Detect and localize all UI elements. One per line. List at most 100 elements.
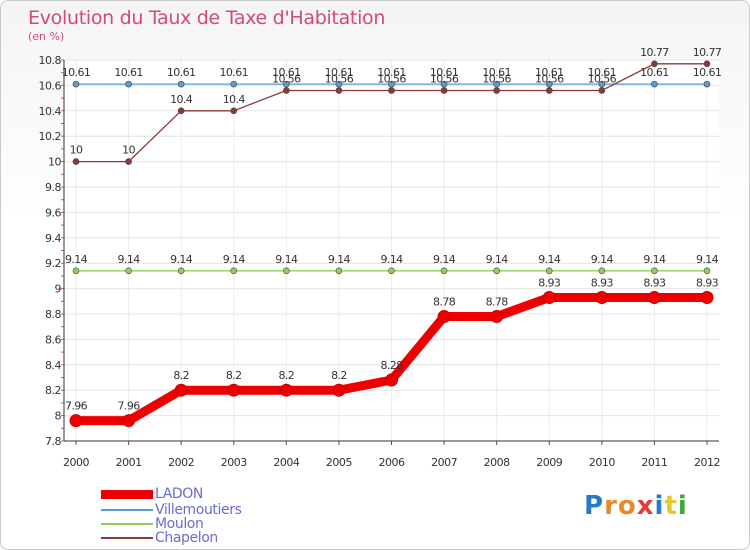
data-label-villemoutiers: 10.61 xyxy=(377,66,406,79)
data-point-ladon xyxy=(227,383,241,397)
y-tick-label: 10.4 xyxy=(39,105,62,118)
data-label-chapelon: 10.56 xyxy=(430,72,459,85)
y-tick-label: 8.2 xyxy=(45,384,61,397)
legend-item-moulon: Moulon xyxy=(101,516,204,532)
data-point-villemoutiers xyxy=(598,80,606,88)
data-label-chapelon: 10.4 xyxy=(223,93,246,106)
data-point-villemoutiers xyxy=(493,80,500,88)
data-point-villemoutiers xyxy=(545,80,553,88)
data-label-chapelon: 10.4 xyxy=(170,93,193,106)
y-tick-label: 8.6 xyxy=(45,333,61,346)
data-label-moulon: 9.14 xyxy=(65,253,88,266)
data-label-ladon: 8.2 xyxy=(226,369,242,382)
data-point-chapelon xyxy=(125,158,132,165)
data-point-chapelon xyxy=(230,107,238,115)
legend-swatch-villemoutiers xyxy=(101,509,153,511)
data-label-moulon: 9.14 xyxy=(433,253,456,266)
data-point-ladon xyxy=(69,414,83,428)
y-tick-label: 9.2 xyxy=(45,257,61,270)
data-label-ladon: 8.78 xyxy=(433,296,456,309)
logo-letter: x xyxy=(636,491,655,521)
data-label-ladon: 8.78 xyxy=(486,296,509,309)
data-label-chapelon: 10.56 xyxy=(272,72,301,85)
data-label-villemoutiers: 10.61 xyxy=(430,66,459,79)
y-tick-label: 8 xyxy=(55,410,62,423)
legend-label-chapelon: Chapelon xyxy=(155,530,218,546)
y-tick-label: 10.6 xyxy=(39,79,62,92)
data-label-moulon: 9.14 xyxy=(696,253,719,266)
data-label-ladon: 8.93 xyxy=(643,276,666,289)
data-point-villemoutiers xyxy=(440,80,448,88)
legend-item-chapelon: Chapelon xyxy=(101,530,218,546)
data-point-chapelon xyxy=(440,87,448,94)
data-label-chapelon: 10 xyxy=(70,144,83,157)
x-tick-label: 2001 xyxy=(116,456,142,469)
data-label-villemoutiers: 10.61 xyxy=(220,66,249,79)
y-tick-label: 9.8 xyxy=(45,181,61,194)
legend-item-villemoutiers: Villemoutiers xyxy=(101,502,242,518)
data-point-ladon xyxy=(332,383,346,397)
data-point-moulon xyxy=(388,267,395,275)
data-label-villemoutiers: 10.61 xyxy=(640,66,669,79)
y-axis-unit: (en %) xyxy=(28,30,65,43)
data-point-chapelon xyxy=(388,87,395,94)
data-label-moulon: 9.14 xyxy=(275,253,298,266)
data-label-chapelon: 10.77 xyxy=(693,46,722,59)
data-label-chapelon: 10.77 xyxy=(640,46,669,59)
data-point-ladon xyxy=(542,290,556,304)
data-point-ladon xyxy=(174,383,188,397)
legend-swatch-moulon xyxy=(101,523,153,525)
data-label-moulon: 9.14 xyxy=(538,253,561,266)
data-point-chapelon xyxy=(545,87,553,94)
data-label-villemoutiers: 10.61 xyxy=(693,66,722,79)
data-label-chapelon: 10 xyxy=(122,144,135,157)
data-point-ladon xyxy=(279,383,293,397)
legend-swatch-chapelon xyxy=(101,537,153,539)
data-label-moulon: 9.14 xyxy=(223,253,246,266)
data-label-ladon: 8.93 xyxy=(538,276,561,289)
legend-label-villemoutiers: Villemoutiers xyxy=(155,502,242,518)
data-point-moulon xyxy=(493,267,500,275)
y-tick-label: 10.8 xyxy=(39,54,62,67)
data-point-moulon xyxy=(125,267,132,275)
data-label-moulon: 9.14 xyxy=(591,253,614,266)
data-label-chapelon: 10.56 xyxy=(535,72,564,85)
data-label-ladon: 7.96 xyxy=(118,400,141,413)
data-label-villemoutiers: 10.61 xyxy=(114,66,143,79)
data-point-chapelon xyxy=(72,158,80,165)
proxiti-logo: Proxiti xyxy=(584,491,688,521)
data-point-ladon xyxy=(122,414,136,428)
data-point-moulon xyxy=(72,267,80,275)
data-label-chapelon: 10.56 xyxy=(482,72,511,85)
data-label-moulon: 9.14 xyxy=(380,253,403,266)
x-tick-label: 2009 xyxy=(536,456,562,469)
logo-letter: r xyxy=(604,491,618,521)
y-tick-label: 8.4 xyxy=(45,359,61,372)
chart-title: Evolution du Taux de Taxe d'Habitation xyxy=(28,7,386,29)
data-point-chapelon xyxy=(283,87,290,94)
data-point-villemoutiers xyxy=(388,80,395,88)
data-label-moulon: 9.14 xyxy=(486,253,509,266)
data-label-ladon: 8.93 xyxy=(591,276,614,289)
data-point-chapelon xyxy=(703,60,711,68)
data-label-ladon: 8.2 xyxy=(278,369,294,382)
data-label-moulon: 9.14 xyxy=(643,253,666,266)
data-point-chapelon xyxy=(177,107,185,115)
x-tick-label: 2004 xyxy=(273,456,299,469)
data-label-villemoutiers: 10.61 xyxy=(325,66,354,79)
data-label-villemoutiers: 10.61 xyxy=(167,66,196,79)
data-label-villemoutiers: 10.61 xyxy=(535,66,564,79)
y-tick-label: 9.6 xyxy=(45,206,61,219)
logo-letter: P xyxy=(584,491,605,521)
x-tick-label: 2005 xyxy=(326,456,352,469)
data-point-ladon xyxy=(647,290,661,304)
data-point-ladon xyxy=(385,373,398,387)
data-point-ladon xyxy=(490,310,504,324)
data-label-villemoutiers: 10.61 xyxy=(62,66,91,79)
x-tick-label: 2012 xyxy=(694,456,720,469)
data-label-chapelon: 10.56 xyxy=(325,72,354,85)
data-label-moulon: 9.14 xyxy=(118,253,141,266)
data-point-villemoutiers xyxy=(72,80,80,88)
data-point-ladon xyxy=(437,310,451,324)
